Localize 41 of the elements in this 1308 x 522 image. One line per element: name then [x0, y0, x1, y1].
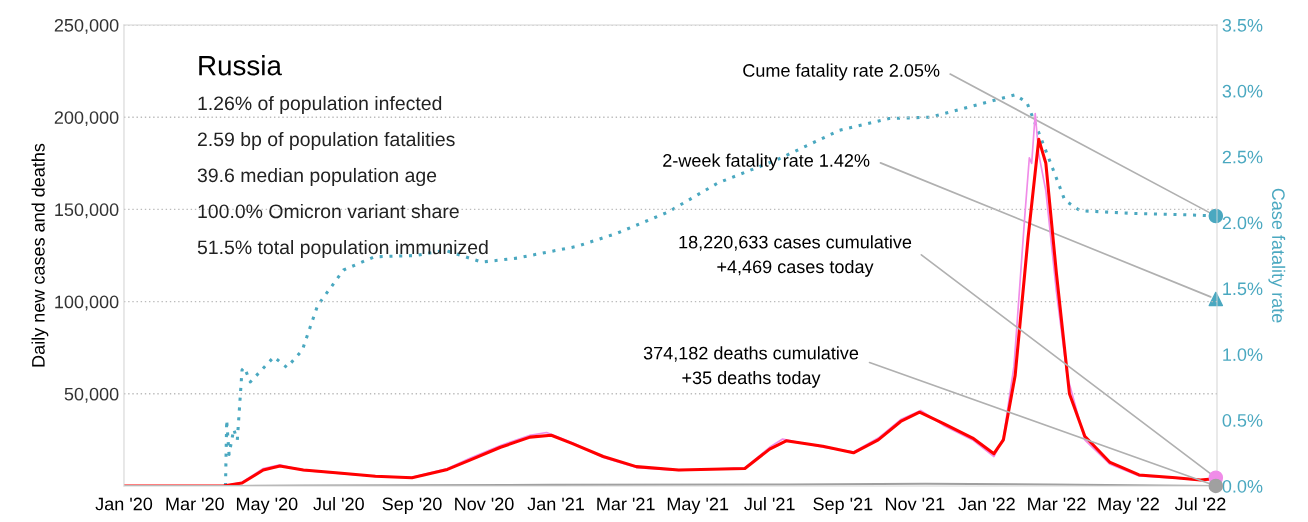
x-tick-label: Nov '20: [455, 497, 514, 511]
x-tick-label: Jan '21: [527, 497, 584, 511]
x-tick-label: Mar '22: [1028, 497, 1086, 511]
annotation: 100.0% Omicron variant share: [198, 203, 459, 219]
text: 374,182 deaths cumulative +35 deaths today: [643, 346, 859, 388]
x-tick-label: May '22: [1098, 497, 1159, 514]
annotation: 2.59 bp of population fatalities: [197, 131, 455, 151]
x-tick-label: Jul '22: [1174, 497, 1226, 511]
y2-tick-label: 2.5%: [1222, 150, 1263, 164]
y2-tick-label: 1.5%: [1223, 282, 1263, 296]
y-axis-title: Daily new cases and deaths: [31, 143, 49, 367]
x-tick-label: Jul '21: [744, 497, 795, 511]
annotation: 39.6 median population age: [197, 167, 437, 187]
x-tick-label: Sep '21: [813, 497, 873, 514]
y2-tick-label: 0.5%: [1222, 414, 1263, 427]
x-tick-label: May '21: [667, 497, 729, 514]
y2-tick-label: 3.5%: [1222, 18, 1263, 32]
x-tick-label: Jan '20: [95, 497, 153, 511]
text: Russia: [199, 55, 282, 76]
annotation: 51.5% total population immunized: [197, 239, 488, 259]
x-tick-label: Jan '22: [958, 497, 1015, 511]
x-tick-label: May '20: [236, 497, 298, 514]
annotation: 1.26% of population infected: [198, 95, 442, 115]
y2-tick-label: 3.0%: [1222, 84, 1263, 98]
y2-tick-label: 0.0%: [1222, 479, 1263, 493]
y2-axis-title: Case fatality rate: [1268, 188, 1286, 323]
x-tick-label: Sep '20: [382, 497, 442, 514]
x-tick-label: Mar '21: [597, 497, 655, 511]
y-tick-label: 200,000: [54, 111, 119, 127]
y-tick-label: 50,000: [64, 387, 119, 403]
y2-tick-label: 2.0%: [1222, 216, 1263, 230]
y2-tick-label: 1.0%: [1223, 348, 1263, 362]
x-tick-label: Nov '21: [885, 497, 945, 511]
x-tick-label: Jul '20: [313, 497, 364, 511]
text: Cume fatality rate 2.05%: [743, 63, 940, 81]
text: 2-week fatality rate 1.42%: [663, 153, 870, 171]
y-tick-label: 100,000: [55, 295, 119, 311]
y-tick-label: 250,000: [54, 18, 119, 34]
text: 18,220,633 cases cumulative +4,469 cases today: [679, 235, 912, 277]
x-tick-label: Mar '20: [166, 497, 224, 511]
y-tick-label: 150,000: [55, 203, 119, 219]
